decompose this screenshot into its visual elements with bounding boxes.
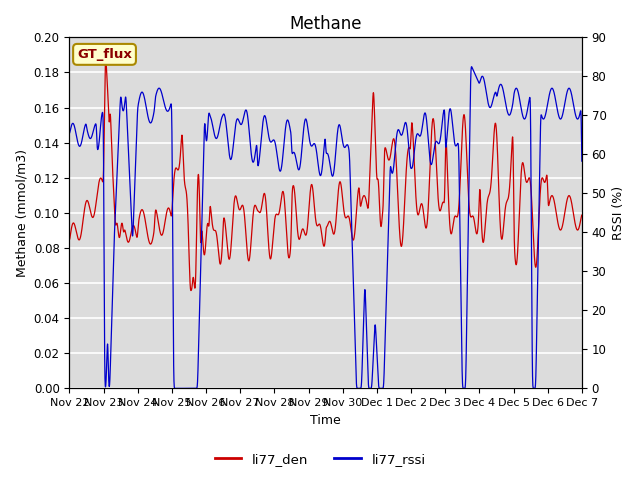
Title: Methane: Methane bbox=[289, 15, 362, 33]
Text: GT_flux: GT_flux bbox=[77, 48, 132, 61]
X-axis label: Time: Time bbox=[310, 414, 341, 427]
Y-axis label: RSSI (%): RSSI (%) bbox=[612, 186, 625, 240]
Legend: li77_den, li77_rssi: li77_den, li77_rssi bbox=[209, 447, 431, 471]
Y-axis label: Methane (mmol/m3): Methane (mmol/m3) bbox=[15, 149, 28, 277]
